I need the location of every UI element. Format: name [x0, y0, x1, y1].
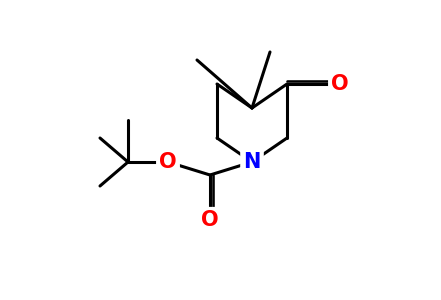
- Text: O: O: [159, 152, 177, 172]
- Text: O: O: [201, 210, 219, 230]
- Text: N: N: [243, 152, 261, 172]
- Text: O: O: [331, 74, 349, 94]
